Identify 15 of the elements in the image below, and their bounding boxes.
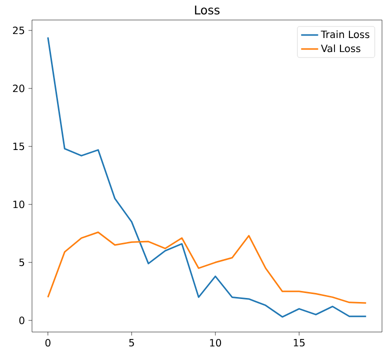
y-tick-label: 25 [13,26,24,34]
legend-label: Val Loss [320,44,360,52]
y-tick-label: 20 [13,84,24,92]
y-tick-label: 10 [13,200,24,208]
x-tick-label: 15 [294,339,305,346]
x-tick-label: 5 [129,339,134,346]
y-tick-label: 5 [19,258,24,266]
x-tick-label: 0 [45,339,50,347]
legend-label: Train Loss [320,30,370,38]
x-tick-label: 10 [210,339,222,347]
line-series [47,36,367,318]
line-series [47,232,367,304]
y-tick-label: 15 [13,142,24,150]
chart-title: Loss [195,6,220,14]
y-tick-label: 0 [19,316,24,324]
